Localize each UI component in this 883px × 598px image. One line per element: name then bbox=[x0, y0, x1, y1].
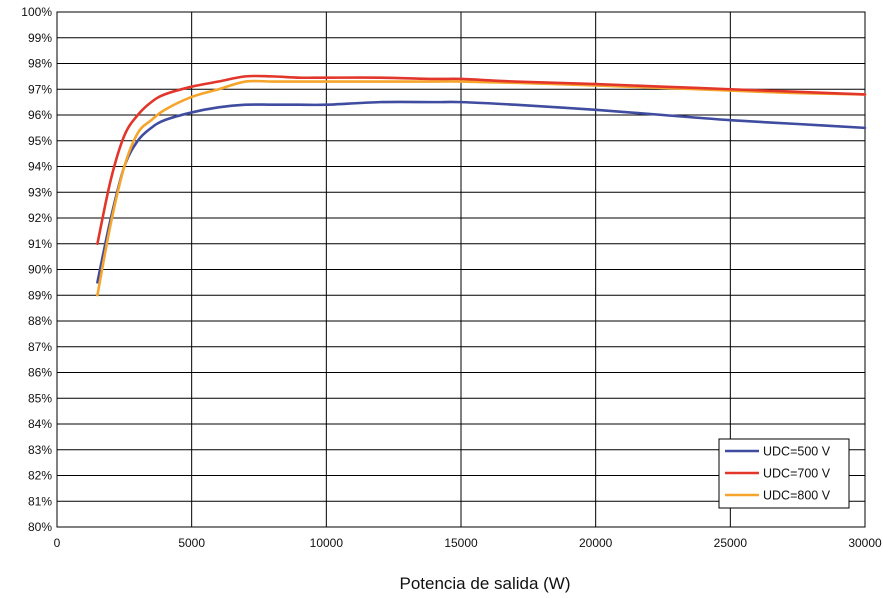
plot-border bbox=[56, 11, 866, 528]
x-tick-label-6: 30000 bbox=[848, 536, 882, 550]
y-tick-label-20: 100% bbox=[21, 5, 52, 19]
y-tick-label-9: 89% bbox=[28, 288, 52, 302]
y-tick-label-15: 95% bbox=[28, 134, 52, 148]
y-tick-label-18: 98% bbox=[28, 57, 52, 71]
x-tick-label-2: 10000 bbox=[310, 536, 344, 550]
y-tick-label-6: 86% bbox=[28, 366, 52, 380]
x-tick-label-1: 5000 bbox=[178, 536, 205, 550]
y-tick-label-7: 87% bbox=[28, 340, 52, 354]
y-tick-label-11: 91% bbox=[28, 237, 52, 251]
y-tick-label-19: 99% bbox=[28, 31, 52, 45]
y-tick-label-1: 81% bbox=[28, 494, 52, 508]
y-tick-label-16: 96% bbox=[28, 108, 52, 122]
y-tick-label-12: 92% bbox=[28, 211, 52, 225]
y-tick-label-2: 82% bbox=[28, 469, 52, 483]
y-tick-labels: 80% 81% 82% 83% 84% 85% 86% 87% 88% 89% 90% 91% 92% 9… bbox=[21, 5, 52, 534]
legend-label-1: UDC=500 V bbox=[763, 445, 831, 459]
legend-label-3: UDC=800 V bbox=[763, 489, 831, 503]
x-axis-title: Potencia de salida (W) bbox=[399, 574, 570, 593]
grid-layer bbox=[56, 11, 866, 528]
x-tick-label-4: 20000 bbox=[579, 536, 613, 550]
y-tick-label-17: 97% bbox=[28, 82, 52, 96]
x-tick-label-3: 15000 bbox=[444, 536, 478, 550]
x-tick-label-0: 0 bbox=[54, 536, 61, 550]
series-line-2 bbox=[96, 74, 867, 246]
series-line-1 bbox=[96, 100, 867, 284]
x-tick-label-5: 25000 bbox=[714, 536, 748, 550]
y-tick-label-5: 85% bbox=[28, 391, 52, 405]
y-tick-label-14: 94% bbox=[28, 160, 52, 174]
y-tick-label-8: 88% bbox=[28, 314, 52, 328]
series-layer bbox=[96, 74, 867, 297]
y-tick-label-10: 90% bbox=[28, 263, 52, 277]
y-tick-label-0: 80% bbox=[28, 520, 52, 534]
y-tick-label-13: 93% bbox=[28, 185, 52, 199]
x-tick-labels: 0 5000 10000 15000 20000 25000 30000 bbox=[54, 536, 882, 550]
legend-label-2: UDC=700 V bbox=[763, 467, 831, 481]
y-tick-label-4: 84% bbox=[28, 417, 52, 431]
y-tick-label-3: 83% bbox=[28, 443, 52, 457]
legend: UDC=500 V UDC=700 V UDC=800 V bbox=[718, 438, 850, 509]
